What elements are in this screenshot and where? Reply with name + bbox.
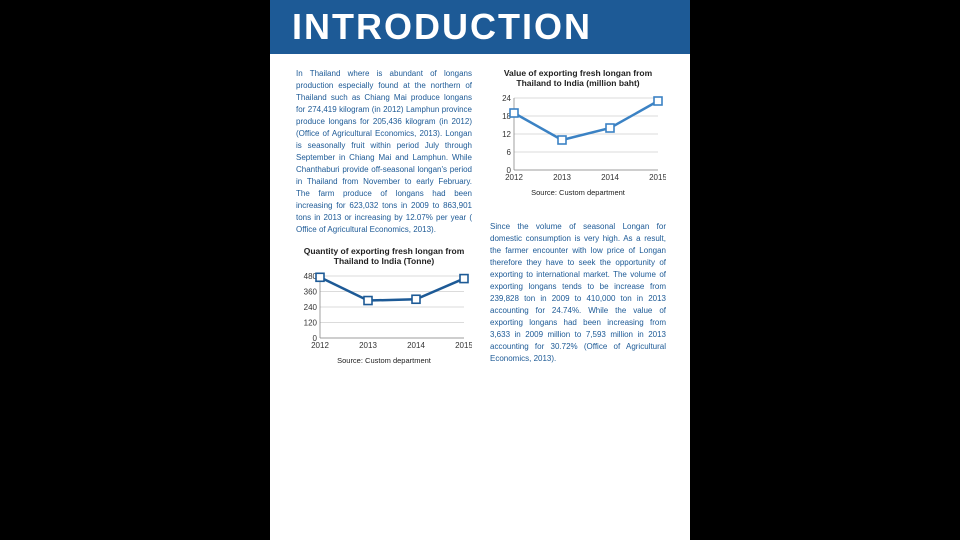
svg-text:12: 12 [502,130,511,139]
svg-text:2012: 2012 [505,173,523,182]
quantity-chart-svg: 01202403604802012201320142015 [296,270,472,352]
page-title: INTRODUCTION [292,6,592,48]
quantity-chart-title: Quantity of exporting fresh longan from … [296,246,472,266]
svg-text:6: 6 [507,148,512,157]
svg-text:2015: 2015 [649,173,666,182]
right-paragraph-1: Since the volume of seasonal Longan for … [490,221,666,365]
header-bar: INTRODUCTION [270,0,690,54]
value-chart: Value of exporting fresh longan from Tha… [490,68,666,199]
svg-text:2013: 2013 [359,341,377,350]
left-paragraph-1: In Thailand where is abundant of longans… [296,68,472,236]
svg-text:2014: 2014 [407,341,425,350]
value-chart-title: Value of exporting fresh longan from Tha… [490,68,666,88]
svg-text:360: 360 [304,288,318,297]
quantity-chart: Quantity of exporting fresh longan from … [296,246,472,367]
svg-text:120: 120 [304,319,318,328]
value-chart-source: Source: Custom department [490,187,666,198]
document-page: INTRODUCTION In Thailand where is abunda… [270,0,690,540]
svg-text:24: 24 [502,94,511,103]
svg-text:240: 240 [304,303,318,312]
right-column: Value of exporting fresh longan from Tha… [490,68,666,375]
svg-text:2015: 2015 [455,341,472,350]
svg-text:2012: 2012 [311,341,329,350]
content-area: In Thailand where is abundant of longans… [270,54,690,375]
value-chart-svg: 061218242012201320142015 [490,92,666,184]
quantity-chart-source: Source: Custom department [296,355,472,366]
left-column: In Thailand where is abundant of longans… [296,68,472,375]
svg-text:2013: 2013 [553,173,571,182]
svg-text:2014: 2014 [601,173,619,182]
